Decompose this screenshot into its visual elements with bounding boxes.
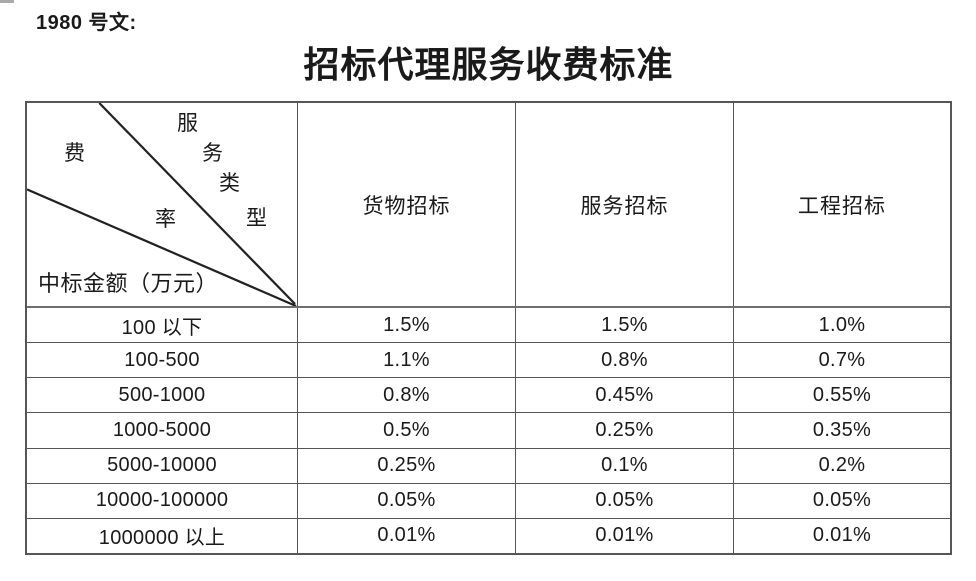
rate-cell: 0.35% [812,418,872,441]
rate-cell: 1.1% [298,343,516,378]
amount-range-cell: 100-500 [27,343,298,378]
corner-rate-char: 率 [155,207,176,231]
rate-cell: 0.01% [516,518,734,553]
amount-range-cell: 1000000 以上 [27,518,298,553]
table-row: 100 以下 1.5% 1.5% 1.0% [27,308,950,343]
rate-cell: 0.7% [818,348,866,371]
rate-cell: 0.05% [298,483,516,518]
table-row: 10000-100000 0.05% 0.05% 0.05% [27,482,950,518]
page-title: 招标代理服务收费标准 [303,45,674,85]
diagonal-divider-lines [27,103,297,306]
column-header-engineering-bidding: 工程招标 [798,193,886,218]
rate-cell: 0.25% [516,413,734,448]
table-header-row: 服 务 类 型 费 率 中标金额（万元） 货物招标 服务招标 工程招标 [27,103,950,308]
fee-table: 服 务 类 型 费 率 中标金额（万元） 货物招标 服务招标 工程招标 100 … [25,101,952,555]
table-corner-cell: 服 务 类 型 费 率 中标金额（万元） [27,103,298,306]
corner-rate-char: 费 [64,141,85,165]
table-row: 100-500 1.1% 0.8% 0.7% [27,342,950,378]
rate-cell: 1.5% [298,308,516,343]
amount-range-cell: 10000-100000 [27,483,298,518]
corner-service-type-char: 类 [219,171,240,195]
rate-cell: 0.01% [812,524,872,547]
amount-range-cell: 5000-10000 [27,448,298,483]
amount-range-cell: 500-1000 [27,378,298,413]
amount-range-cell: 1000-5000 [27,413,298,448]
table-row: 1000-5000 0.5% 0.25% 0.35% [27,412,950,448]
table-row: 1000000 以上 0.01% 0.01% 0.01% [27,517,950,553]
rate-cell: 0.5% [298,413,516,448]
column-header-goods-bidding: 货物招标 [298,103,516,306]
table-row: 5000-10000 0.25% 0.1% 0.2% [27,447,950,483]
corner-service-type-char: 务 [202,141,223,165]
rate-cell: 0.05% [516,483,734,518]
screenshot-edge-artifact [0,0,14,3]
rate-cell: 0.05% [812,489,872,512]
rate-cell: 0.55% [812,383,872,406]
rate-cell: 0.8% [516,343,734,378]
rate-cell: 1.0% [818,313,866,336]
rate-cell: 0.1% [516,448,734,483]
corner-service-type-char: 型 [246,206,267,230]
rate-cell: 1.5% [516,308,734,343]
corner-amount-label: 中标金额（万元） [38,271,219,296]
amount-range-cell: 100 以下 [27,308,298,343]
rate-cell: 0.8% [298,378,516,413]
table-row: 500-1000 0.8% 0.45% 0.55% [27,377,950,413]
doc-number-label: 1980 号文: [36,12,137,34]
corner-service-type-char: 服 [177,111,198,135]
rate-cell: 0.01% [298,518,516,553]
rate-cell: 0.45% [516,378,734,413]
column-header-service-bidding: 服务招标 [516,103,734,306]
rate-cell: 0.2% [818,454,866,477]
rate-cell: 0.25% [298,448,516,483]
